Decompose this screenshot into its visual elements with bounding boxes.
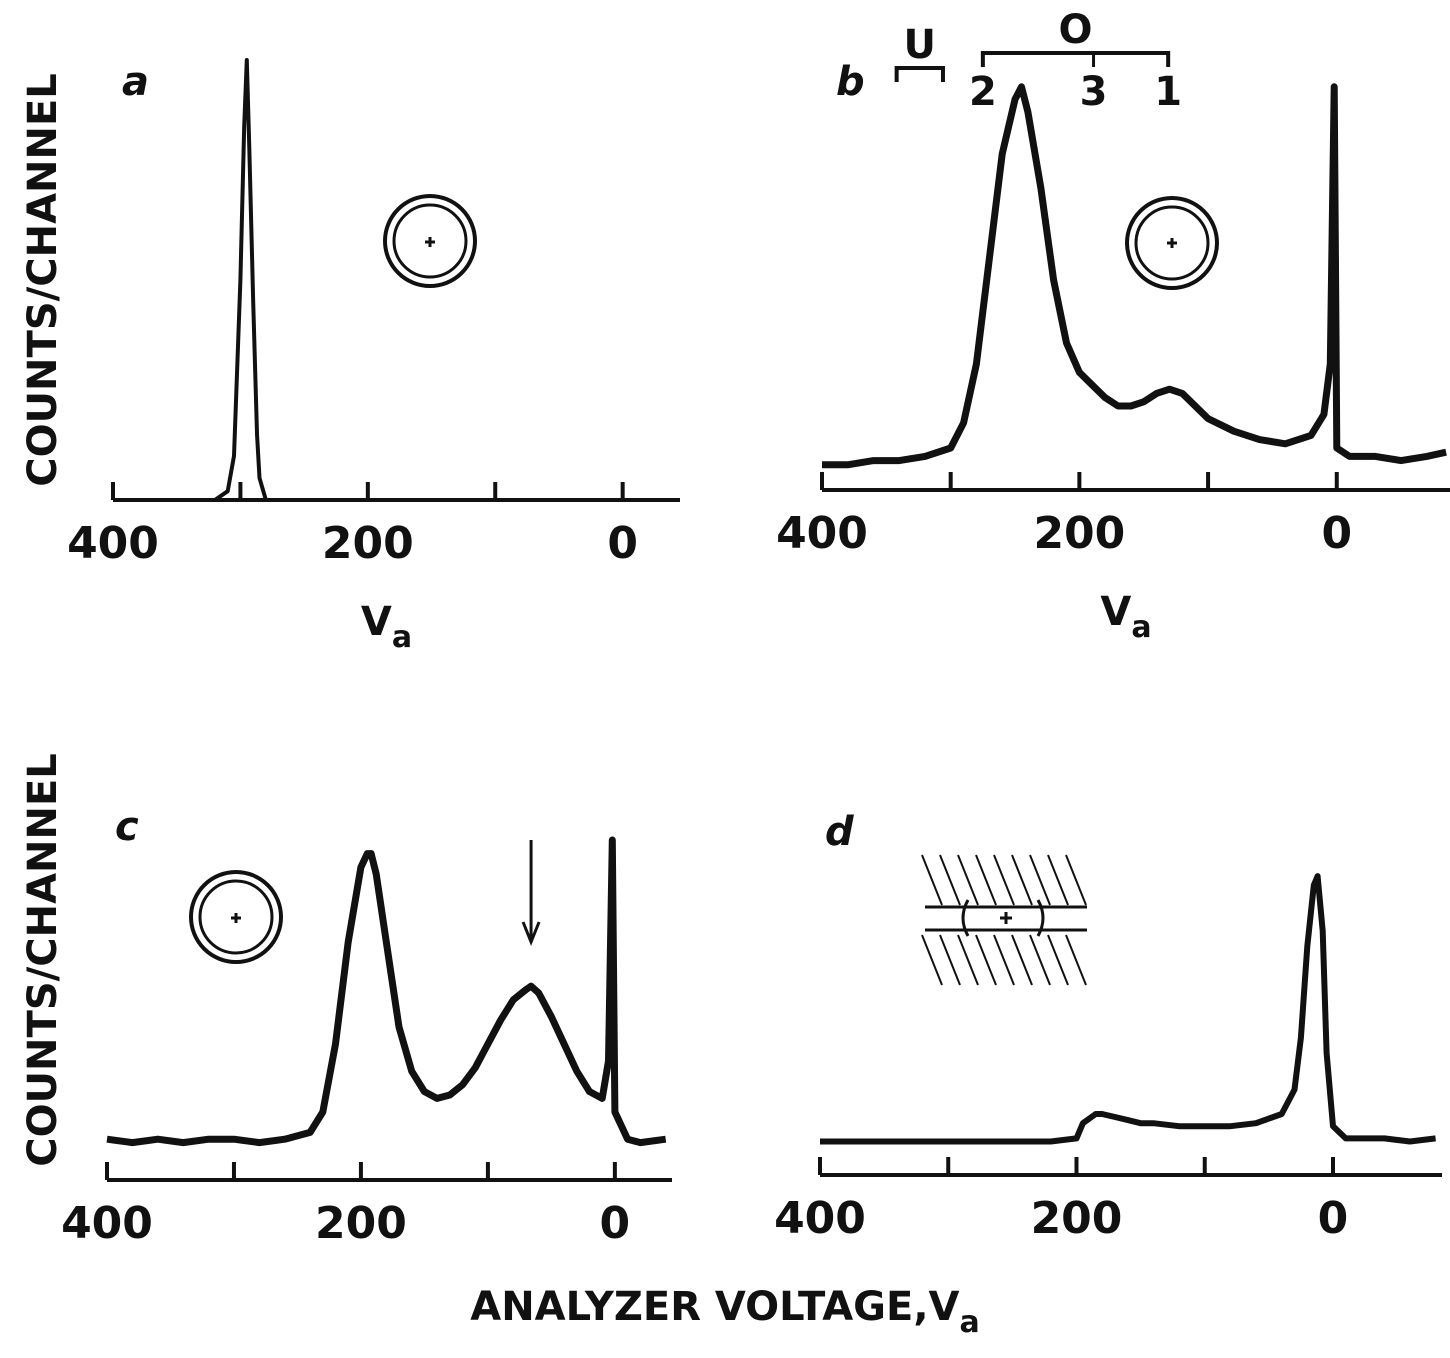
inset-circle (198, 879, 274, 955)
x-tick-label: 0 (1318, 1193, 1349, 1244)
x-axis-title-text: ANALYZER VOLTAGE,V (470, 1284, 959, 1330)
x-tick-label: 200 (1033, 508, 1125, 559)
x-tick-label: 0 (1321, 508, 1352, 559)
x-axis-title-sub: a (392, 620, 412, 655)
panel-label: c (115, 804, 139, 850)
x-tick-label: 200 (322, 518, 414, 569)
x-tick-label: 400 (61, 1198, 153, 1249)
y-axis-title: COUNTS/CHANNEL (20, 73, 66, 487)
bracket (980, 51, 1171, 67)
panel-label: b (836, 59, 865, 105)
bracket (894, 66, 945, 82)
panel-label: a (122, 59, 149, 105)
y-axis-title: COUNTS/CHANNEL (20, 753, 66, 1167)
inset-plus (1167, 238, 1177, 248)
insets (189, 194, 1219, 986)
x-axis-title-text: V (1100, 589, 1131, 635)
x-tick-label: 400 (774, 1193, 866, 1244)
inset-circle (383, 194, 477, 288)
arrow (521, 840, 541, 947)
inset-circle (189, 870, 283, 964)
x-tick-label: 0 (607, 518, 638, 569)
marker-label: 3 (1080, 69, 1108, 115)
inset-circle (1134, 205, 1210, 281)
data-line (820, 873, 1436, 1145)
x-tick-label: 200 (315, 1198, 407, 1249)
x-tick-label: 400 (67, 518, 159, 569)
marker-label: 1 (1154, 69, 1182, 115)
data-line (106, 836, 667, 1147)
inset-circle (392, 203, 468, 279)
x-tick-label: 400 (776, 508, 868, 559)
inset-hatch (921, 854, 1087, 986)
x-axis-title-text: V (361, 599, 392, 645)
panel-label: d (825, 809, 854, 855)
data-line (119, 58, 674, 502)
inset-circle (1125, 196, 1219, 290)
inset-plus (425, 237, 435, 247)
x-axis-title: Va (361, 599, 412, 655)
data-line (822, 83, 1447, 469)
bracket-label: U (904, 22, 936, 68)
inset-plus (231, 913, 241, 923)
x-axis-title: Va (1100, 589, 1151, 645)
x-axis-title-sub: a (1131, 610, 1151, 645)
x-tick-label: 0 (600, 1198, 631, 1249)
x-axis-title: ANALYZER VOLTAGE,Va (470, 1284, 980, 1340)
bracket-label: O (1059, 7, 1093, 53)
marker-label: 2 (969, 69, 997, 115)
x-tick-label: 200 (1031, 1193, 1123, 1244)
x-axis-title-sub: a (960, 1305, 980, 1340)
